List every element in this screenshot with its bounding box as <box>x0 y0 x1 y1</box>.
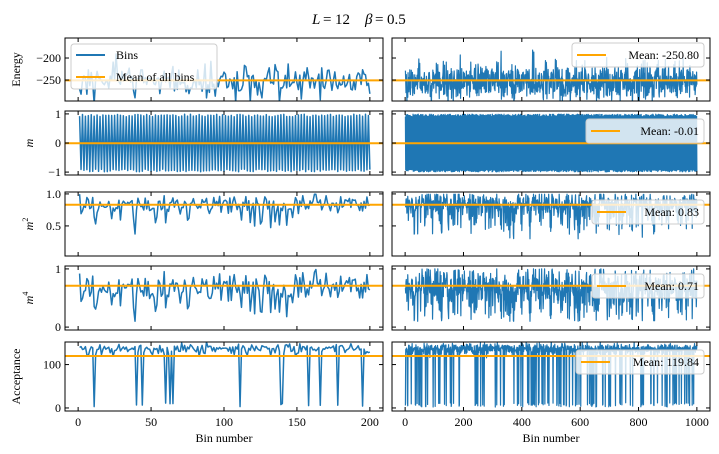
mean-legend: Mean: 119.84 <box>575 349 705 375</box>
mean-legend: Mean: -250.80 <box>571 42 705 68</box>
x-tick-label: 50 <box>145 415 157 429</box>
legend-box <box>70 43 218 90</box>
legend-mean-label: Mean of all bins <box>116 70 195 84</box>
x-axis-label: Bin number <box>523 431 580 445</box>
title-l-symbol: L <box>311 12 320 28</box>
x-tick-label: 1000 <box>685 415 709 429</box>
bins-series-line <box>78 193 370 235</box>
panel-acc-right: 0 200 400 600 800 1000 Bin number Mean: 119.84 <box>391 341 711 445</box>
mean-legend: Mean: 0.71 <box>591 273 705 299</box>
panel-m4-left: 1 0 m4 <box>21 262 384 334</box>
mean-legend-box <box>571 42 705 68</box>
y-axis-label: m2 <box>21 218 36 231</box>
x-tick-label: 0 <box>75 415 81 429</box>
y-tick-label: 100 <box>43 358 61 372</box>
panel-m2-right: Mean: 0.83 <box>391 191 711 257</box>
bins-series-line <box>79 342 371 408</box>
y-axis-label: m4 <box>21 292 36 305</box>
mean-legend-label: Mean: -250.80 <box>628 48 699 62</box>
axes-frame <box>391 37 711 102</box>
y-tick-label: 1 <box>55 107 61 121</box>
bins-series-line <box>78 268 371 322</box>
panel-m-left: 1 0 −1 m <box>22 107 384 179</box>
title-beta-symbol: β <box>364 12 373 28</box>
mean-legend-box <box>591 273 705 299</box>
mean-legend-label: Mean: 119.84 <box>633 355 699 369</box>
y-tick-label: −250 <box>36 73 61 87</box>
y-axis-label: Acceptance <box>9 349 23 405</box>
mean-legend: Mean: 0.83 <box>591 199 705 225</box>
title-l-value: 12 <box>335 12 350 28</box>
title-beta-eq: = <box>375 12 383 28</box>
panel-m-right: Mean: -0.01 <box>391 110 711 176</box>
mean-legend-label: Mean: 0.71 <box>644 279 699 293</box>
x-tick-label: 600 <box>571 415 589 429</box>
mean-legend-label: Mean: 0.83 <box>644 205 699 219</box>
axes-frame <box>391 265 711 331</box>
y-tick-label: 0.5 <box>46 219 61 233</box>
panel-energy-left: −200 −250 Energy Bins Mean of all bins <box>9 37 384 102</box>
y-tick-label: 0 <box>55 320 61 334</box>
x-tick-label: 100 <box>215 415 233 429</box>
bins-series-line <box>404 342 698 408</box>
x-tick-label: 0 <box>402 415 408 429</box>
x-tick-label: 400 <box>513 415 531 429</box>
panel-acc-left: 0 50 100 150 200 100 0 Acceptance Bin number <box>9 341 384 445</box>
mean-legend-box <box>585 118 705 144</box>
x-tick-label: 150 <box>288 415 306 429</box>
y-tick-label: −200 <box>36 51 61 65</box>
y-tick-label: 0 <box>55 401 61 415</box>
x-axis-label: Bin number <box>196 431 253 445</box>
figure-title: L = 12 β = 0.5 <box>311 12 406 28</box>
panel-m2-left: 1.0 0.5 m2 <box>21 187 384 257</box>
title-l-eq: = <box>323 12 331 28</box>
title-beta-value: 0.5 <box>387 12 406 28</box>
axes-frame <box>391 341 711 412</box>
axes-frame <box>391 191 711 257</box>
mean-legend: Mean: -0.01 <box>585 118 705 144</box>
y-tick-label: 1.0 <box>46 187 61 201</box>
y-tick-label: 1 <box>55 262 61 276</box>
y-tick-label: 0 <box>55 136 61 150</box>
mean-legend-box <box>591 199 705 225</box>
x-tick-label: 200 <box>454 415 472 429</box>
y-tick-label: −1 <box>48 165 61 179</box>
y-axis-label: Energy <box>9 52 23 86</box>
legend-bins-label: Bins <box>116 48 138 62</box>
mean-legend-box <box>575 349 705 375</box>
panel-energy-right: Mean: -250.80 <box>391 37 711 102</box>
legend: Bins Mean of all bins <box>70 43 218 90</box>
y-axis-label: m <box>22 138 36 147</box>
mean-legend-label: Mean: -0.01 <box>640 124 699 138</box>
panel-m4-right: Mean: 0.71 <box>391 265 711 331</box>
x-tick-label: 800 <box>630 415 648 429</box>
x-tick-label: 200 <box>361 415 379 429</box>
